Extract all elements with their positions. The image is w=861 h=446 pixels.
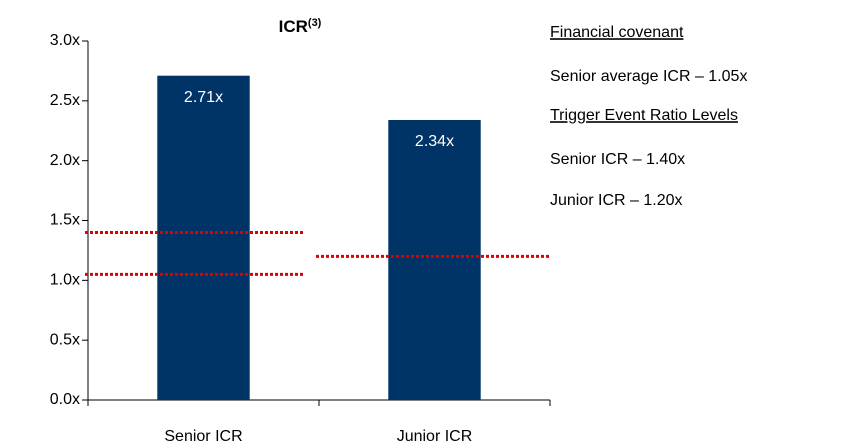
y-tick-label: 1.5x <box>50 212 80 229</box>
y-tick-label: 0.0x <box>50 391 80 408</box>
y-tick-label: 0.5x <box>50 331 80 348</box>
annotation: Senior ICR – 1.40x <box>550 151 685 168</box>
value-label: 2.71x <box>184 89 223 106</box>
y-tick-label: 1.0x <box>50 272 80 289</box>
y-tick-label: 3.0x <box>50 32 80 49</box>
annotation: Financial covenant <box>550 24 684 41</box>
y-tick-label: 2.0x <box>50 152 80 169</box>
value-label: 2.34x <box>415 133 454 150</box>
annotation: Senior average ICR – 1.05x <box>550 68 747 85</box>
bar <box>157 75 250 400</box>
x-tick-label: Junior ICR <box>397 428 473 445</box>
title-superscript: (3) <box>308 17 322 29</box>
annotation: Trigger Event Ratio Levels <box>550 107 738 124</box>
y-tick-label: 2.5x <box>50 92 80 109</box>
x-tick-label: Senior ICR <box>164 428 242 445</box>
bar <box>388 119 481 400</box>
chart-title: ICR(3) <box>279 17 322 37</box>
title-main: ICR <box>279 17 308 36</box>
annotation: Junior ICR – 1.20x <box>550 192 683 209</box>
